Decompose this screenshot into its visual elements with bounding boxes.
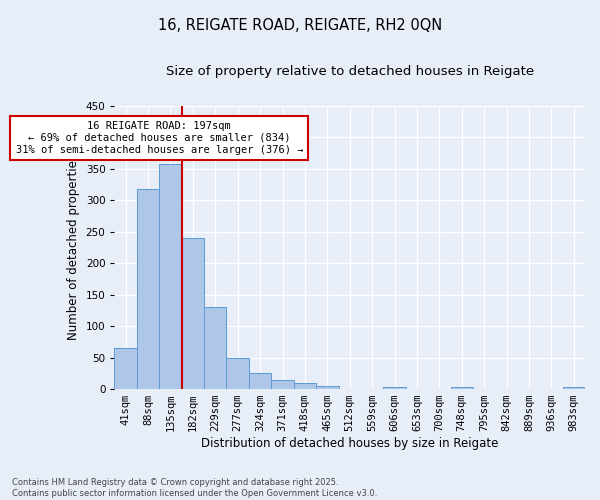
Text: Contains HM Land Registry data © Crown copyright and database right 2025.
Contai: Contains HM Land Registry data © Crown c… <box>12 478 377 498</box>
Bar <box>383 386 406 389</box>
Bar <box>451 387 473 389</box>
Bar <box>182 238 204 389</box>
X-axis label: Distribution of detached houses by size in Reigate: Distribution of detached houses by size … <box>201 437 499 450</box>
Title: Size of property relative to detached houses in Reigate: Size of property relative to detached ho… <box>166 65 534 78</box>
Bar <box>137 188 159 389</box>
Bar <box>159 164 182 389</box>
Bar <box>226 358 249 389</box>
Y-axis label: Number of detached properties: Number of detached properties <box>67 154 80 340</box>
Text: 16 REIGATE ROAD: 197sqm
← 69% of detached houses are smaller (834)
31% of semi-d: 16 REIGATE ROAD: 197sqm ← 69% of detache… <box>16 122 303 154</box>
Bar <box>115 348 137 389</box>
Bar <box>249 372 271 389</box>
Bar <box>271 380 294 389</box>
Bar <box>204 307 226 389</box>
Text: 16, REIGATE ROAD, REIGATE, RH2 0QN: 16, REIGATE ROAD, REIGATE, RH2 0QN <box>158 18 442 32</box>
Bar <box>294 383 316 389</box>
Bar <box>316 386 338 389</box>
Bar <box>563 386 585 389</box>
